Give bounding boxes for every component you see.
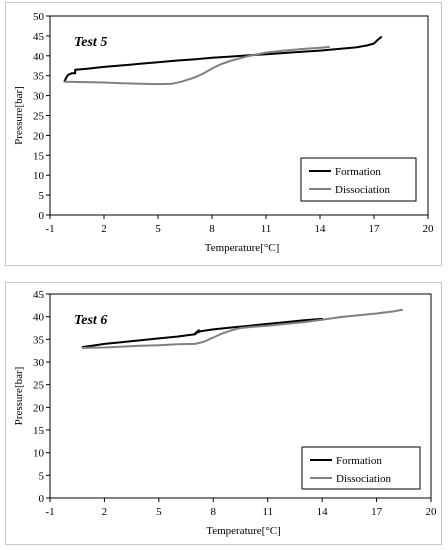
y-tick-label: 35 — [33, 71, 45, 83]
x-tick-label: 8 — [209, 223, 215, 235]
x-tick-label: 8 — [211, 506, 217, 518]
x-tick-label: 17 — [369, 223, 381, 235]
y-tick-label: 15 — [33, 425, 45, 437]
y-tick-label: 5 — [39, 470, 45, 482]
y-axis-title: Pressure[bar] — [13, 367, 25, 426]
series-line-formation — [63, 36, 383, 83]
x-tick-label: 2 — [102, 506, 108, 518]
y-tick-label: 25 — [33, 111, 45, 123]
chart-title: Test 5 — [74, 35, 107, 50]
y-tick-label: 50 — [33, 11, 45, 23]
y-tick-label: 40 — [33, 312, 45, 324]
x-tick-label: -1 — [45, 223, 54, 235]
y-tick-label: 40 — [33, 51, 45, 63]
x-axis-title: Temperature[°C] — [205, 242, 279, 254]
legend-box — [300, 157, 417, 202]
y-tick-label: 30 — [33, 357, 45, 369]
x-tick-label: 5 — [156, 506, 162, 518]
chart-panel-test-6: 0 5 10 15 20 25 30 35 40 45 -1 2 5 8 11 14 17 20 Temperatu… — [5, 282, 442, 545]
legend-box — [301, 446, 421, 490]
x-tick-label: 20 — [423, 223, 435, 235]
chart-title: Test 6 — [74, 313, 107, 328]
x-tick-label: 14 — [315, 223, 327, 235]
x-tick-label: 14 — [317, 506, 329, 518]
y-tick-label: 10 — [33, 170, 45, 182]
y-axis-title: Pressure[bar] — [13, 86, 25, 145]
y-tick-label: 20 — [33, 130, 45, 142]
chart-panel-test-5: 0 5 10 15 20 25 30 35 40 45 50 -1 2 5 8 11 14 17 20 Tempera… — [5, 2, 442, 266]
series-line-dissociation — [81, 308, 403, 349]
y-tick-label: 20 — [33, 402, 45, 414]
legend-label-dissociation: Dissociation — [335, 184, 390, 196]
legend-label-formation: Formation — [335, 166, 381, 178]
y-tick-label: 35 — [33, 334, 45, 346]
y-tick-label: 0 — [39, 210, 45, 222]
x-tick-label: 17 — [371, 506, 383, 518]
plot-frame — [49, 293, 432, 499]
legend-label-formation: Formation — [336, 455, 382, 467]
y-tick-label: 25 — [33, 380, 45, 392]
x-axis-title: Temperature[°C] — [206, 525, 280, 537]
legend-label-dissociation: Dissociation — [336, 473, 391, 485]
y-tick-label: 10 — [33, 448, 45, 460]
y-tick-label: 30 — [33, 91, 45, 103]
x-tick-label: -1 — [45, 506, 54, 518]
y-tick-label: 15 — [33, 150, 45, 162]
y-tick-label: 5 — [39, 190, 45, 202]
y-tick-label: 45 — [33, 31, 45, 43]
x-tick-label: 5 — [155, 223, 161, 235]
y-tick-label: 0 — [39, 493, 45, 505]
series-line-formation — [81, 317, 324, 348]
x-tick-label: 11 — [262, 506, 273, 518]
x-tick-label: 2 — [101, 223, 107, 235]
x-tick-label: 20 — [426, 506, 438, 518]
y-tick-label: 45 — [33, 289, 45, 301]
x-tick-label: 11 — [261, 223, 272, 235]
series-line-dissociation — [63, 46, 330, 86]
